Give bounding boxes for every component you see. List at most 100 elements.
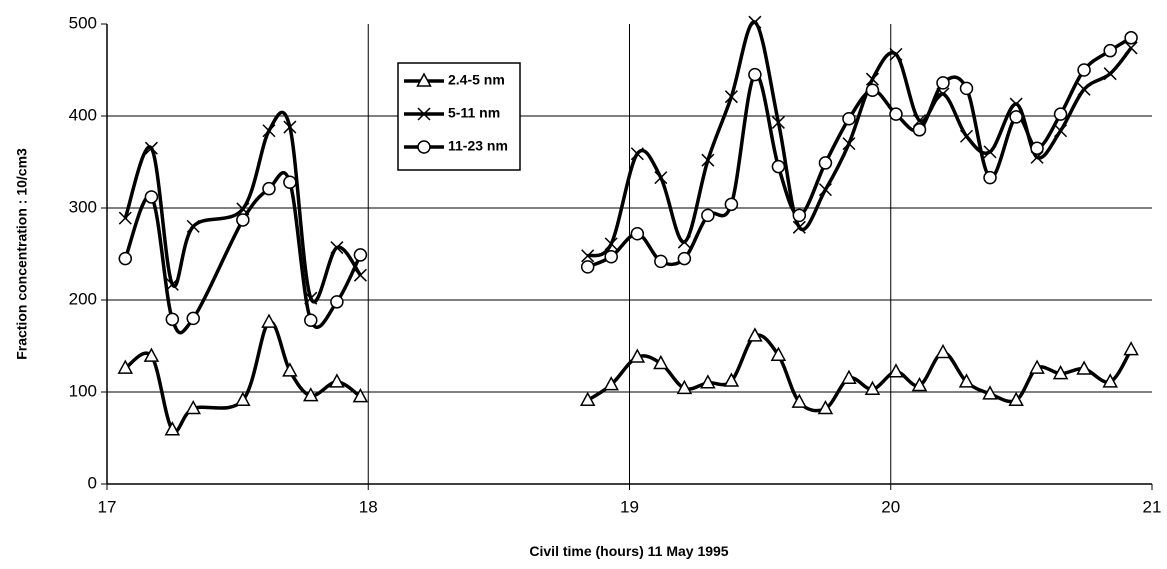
marker [352, 388, 369, 403]
marker [1123, 341, 1139, 356]
y-tick-label: 0 [88, 473, 97, 492]
x-tick-label: 20 [881, 497, 900, 516]
marker [261, 313, 277, 328]
marker [865, 72, 879, 86]
marker [792, 208, 807, 223]
x-tick-label: 19 [620, 497, 639, 516]
marker [841, 369, 857, 384]
legend-marker [416, 72, 432, 87]
marker [304, 313, 318, 327]
marker [792, 220, 806, 234]
marker [1009, 97, 1023, 111]
marker [143, 347, 160, 362]
marker [144, 190, 159, 204]
marker [912, 123, 927, 137]
marker [1076, 360, 1092, 375]
marker [911, 376, 928, 392]
marker [262, 181, 276, 196]
series-line [123, 20, 1133, 304]
marker [603, 376, 619, 391]
marker [1103, 67, 1117, 81]
marker [186, 311, 200, 326]
marker [888, 363, 904, 378]
series [118, 31, 1138, 335]
marker [676, 379, 693, 395]
marker [1102, 373, 1118, 388]
marker [983, 170, 997, 185]
marker [1077, 63, 1091, 77]
marker [842, 112, 856, 126]
marker [329, 373, 345, 388]
y-tick-label: 400 [69, 105, 97, 124]
marker [865, 83, 880, 97]
marker [186, 219, 200, 233]
marker [1053, 107, 1068, 121]
marker [983, 145, 997, 159]
marker [262, 124, 276, 138]
marker [959, 129, 974, 143]
marker [723, 372, 740, 387]
marker [330, 241, 344, 255]
marker [817, 399, 834, 415]
marker [654, 254, 668, 269]
marker [630, 227, 645, 241]
legend: 2.4-5 nm 5-11 nm 11-23 nm [397, 62, 521, 171]
marker [1008, 391, 1024, 407]
legend-marker [417, 140, 431, 154]
marker [818, 156, 833, 170]
series [117, 313, 1139, 436]
marker [748, 15, 762, 29]
marker [842, 137, 856, 151]
marker [1077, 82, 1091, 96]
legend-label: 5-11 nm [448, 105, 500, 121]
marker [748, 67, 762, 82]
series [118, 15, 1138, 305]
legend-marker [417, 107, 431, 121]
marker [791, 393, 808, 408]
marker [164, 421, 181, 436]
y-tick-label: 100 [69, 381, 97, 400]
marker [579, 391, 596, 407]
marker [654, 171, 668, 185]
x-tick-label: 18 [359, 497, 378, 516]
marker [144, 141, 158, 155]
marker [959, 81, 974, 96]
marker [700, 374, 716, 389]
marker [282, 362, 298, 377]
marker [889, 107, 903, 121]
marker [581, 249, 595, 263]
marker [1103, 43, 1117, 58]
marker [936, 76, 950, 90]
marker [771, 159, 786, 174]
marker [677, 235, 691, 249]
legend-label: 2.4-5 nm [448, 72, 505, 88]
marker [818, 183, 832, 197]
marker [958, 373, 975, 388]
marker [701, 208, 715, 223]
x-tick-label: 17 [98, 497, 117, 516]
marker [770, 346, 787, 361]
marker [889, 47, 903, 61]
marker [701, 153, 715, 167]
marker [747, 327, 763, 342]
marker [353, 268, 367, 282]
marker [1124, 41, 1138, 55]
marker [1054, 124, 1068, 138]
marker [1030, 141, 1044, 155]
marker [1029, 359, 1045, 374]
marker [864, 380, 881, 395]
marker [303, 387, 319, 402]
marker [165, 312, 180, 327]
marker [330, 295, 344, 309]
y-axis-label: Fraction concentration : 10/cm3 [14, 148, 30, 360]
x-tick-label: 21 [1143, 497, 1162, 516]
marker [629, 348, 646, 363]
marker [185, 399, 201, 415]
marker [982, 385, 998, 400]
marker [604, 250, 618, 264]
marker [604, 237, 618, 251]
marker [724, 197, 739, 212]
legend-label: 11-23 nm [448, 138, 508, 154]
series-line [124, 320, 1133, 434]
y-tick-label: 300 [69, 197, 97, 216]
